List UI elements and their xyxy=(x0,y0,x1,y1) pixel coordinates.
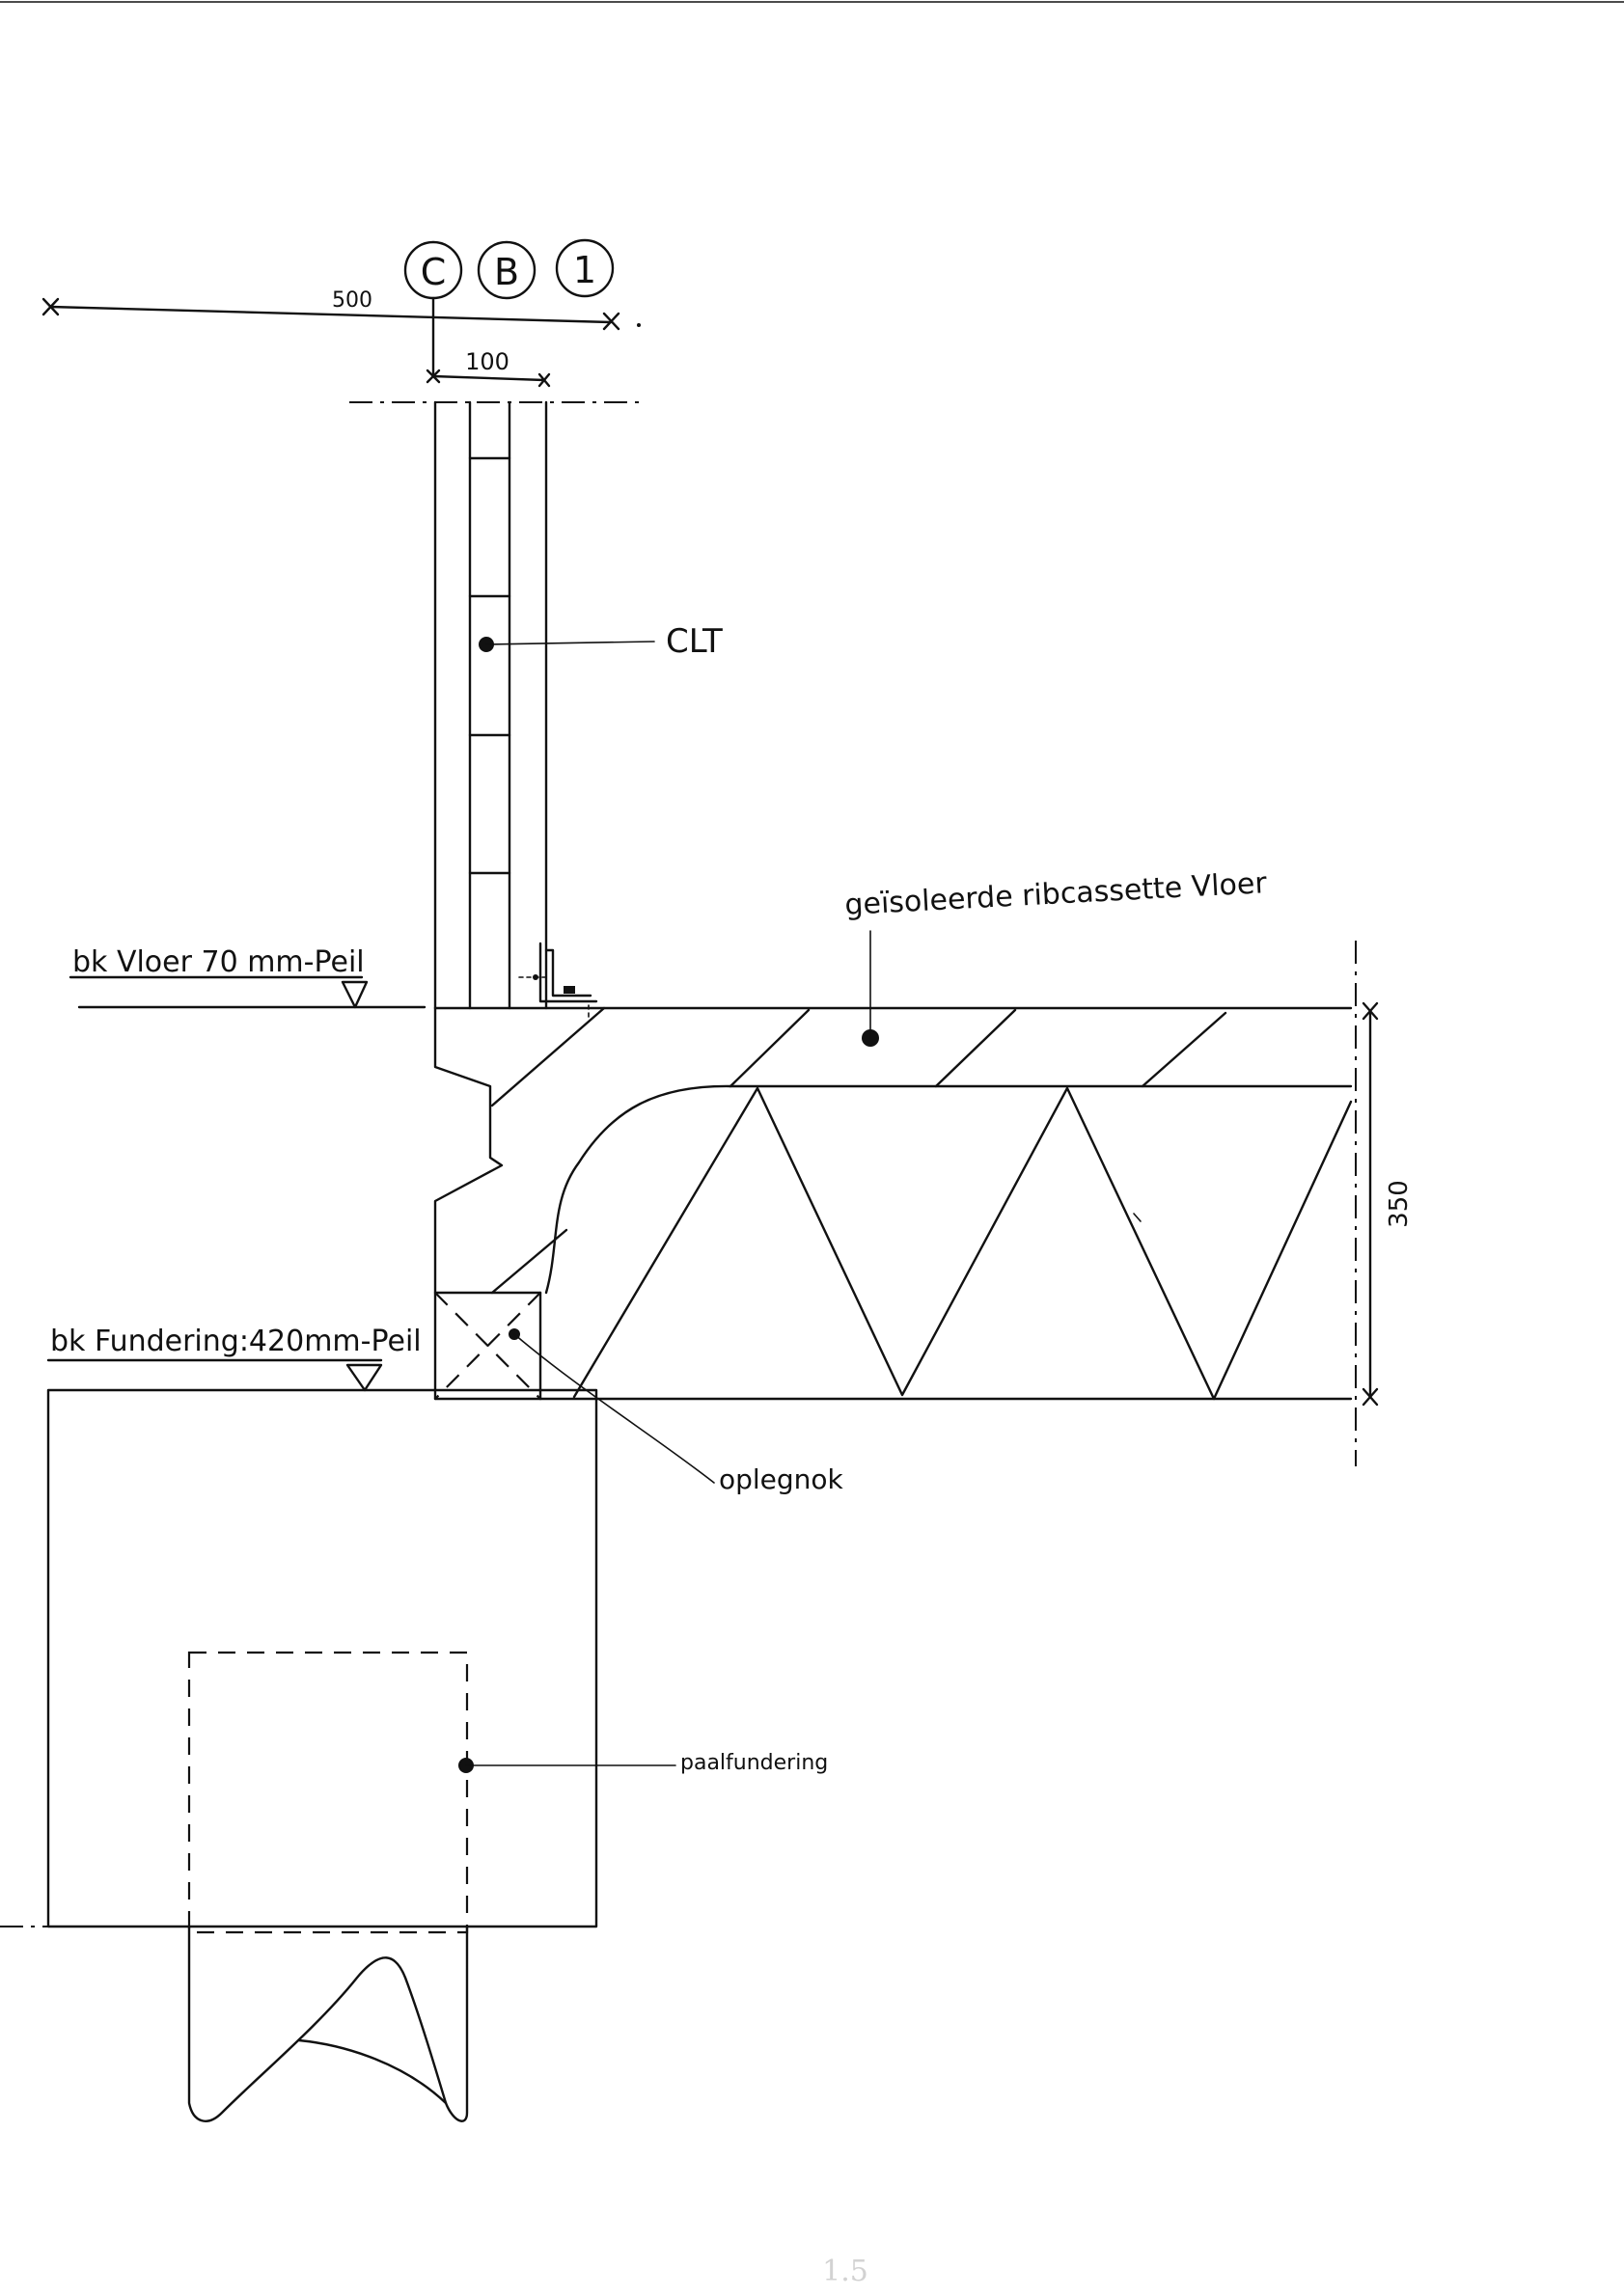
dimension-350-label: 350 xyxy=(1385,1180,1414,1228)
dimension-500: 500 xyxy=(41,288,641,331)
callout-clt: CLT xyxy=(479,622,723,661)
foundation-level-label: bk Fundering:420mm-Peil xyxy=(50,1325,422,1358)
foundation-level-mark: bk Fundering:420mm-Peil xyxy=(46,1325,422,1392)
dimension-350: 350 xyxy=(1355,941,1414,1466)
callout-oplegnok: oplegnok xyxy=(509,1328,844,1495)
svg-text:1: 1 xyxy=(573,249,596,291)
callout-paalfundering: paalfundering xyxy=(458,1751,828,1775)
callout-oplegnok-label: oplegnok xyxy=(719,1463,844,1495)
oplegnok-block xyxy=(434,1292,541,1400)
foundation-beam xyxy=(433,1006,568,1401)
callout-ribcassette: geïsoleerde ribcassette Vloer xyxy=(844,866,1269,1047)
foundation-block xyxy=(46,1388,598,1928)
axis-bubble-1: 1 xyxy=(555,238,615,298)
page-number: 1.5 xyxy=(822,2255,868,2288)
pile-foundation xyxy=(187,1651,469,2122)
clt-wall xyxy=(433,400,548,1010)
axis-bubble-c: C xyxy=(403,240,463,300)
axis-bubble-b: B xyxy=(477,240,537,300)
callout-paalfundering-label: paalfundering xyxy=(680,1751,828,1775)
callout-clt-label: CLT xyxy=(666,622,723,661)
callout-ribcassette-label: geïsoleerde ribcassette Vloer xyxy=(844,866,1269,922)
dimension-500-label: 500 xyxy=(332,288,372,313)
svg-text:C: C xyxy=(421,251,447,293)
dimension-100: 100 xyxy=(426,348,551,388)
svg-text:B: B xyxy=(494,251,519,293)
floor-level-label: bk Vloer 70 mm-Peil xyxy=(72,945,365,979)
floor-level-mark: bk Vloer 70 mm-Peil xyxy=(69,945,427,1009)
dimension-100-label: 100 xyxy=(465,348,509,375)
ribcassette-floor xyxy=(433,1006,1353,1401)
